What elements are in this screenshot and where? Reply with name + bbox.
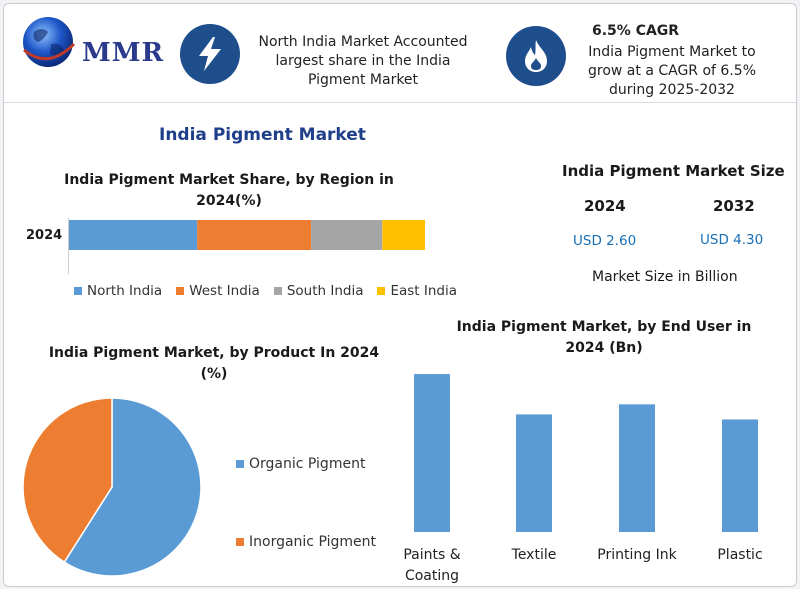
legend-item: North India xyxy=(74,283,162,299)
region-stacked-bar xyxy=(69,220,425,250)
product-pie-chart xyxy=(22,397,202,577)
legend-label: South India xyxy=(286,283,364,299)
enduser-x-tick: Plastic xyxy=(717,547,763,563)
insight-icon-circle xyxy=(180,24,240,84)
region-bar-segment-west-india xyxy=(197,220,312,250)
enduser-bar-2 xyxy=(619,404,655,532)
legend-label: Organic Pigment xyxy=(249,456,366,472)
enduser-x-tick: Textile xyxy=(511,547,557,563)
pie-slice-inorganic-pigment xyxy=(22,397,113,564)
legend-label: West India xyxy=(189,283,260,299)
legend-swatch xyxy=(377,287,386,295)
insight2-text: India Pigment Market to grow at a CAGR o… xyxy=(588,44,756,98)
insight2-title: 6.5% CAGR xyxy=(592,23,680,39)
region-axis-line xyxy=(68,218,69,274)
enduser-chart-title: India Pigment Market, by End User in 202… xyxy=(456,319,752,356)
enduser-x-ticks: Paints & Coating Textile Printing Ink Plast… xyxy=(384,545,792,585)
region-legend: North India West India South India East Ind… xyxy=(74,283,457,299)
market-size-year-2032: 2032 xyxy=(713,197,755,215)
market-size-year-2024: 2024 xyxy=(584,197,626,215)
product-legend: Organic Pigment Inorganic Pigment xyxy=(236,456,376,550)
region-bar-segment-east-india xyxy=(382,220,425,250)
region-bar-segment-north-india xyxy=(69,220,198,250)
enduser-bar-1 xyxy=(516,414,552,532)
market-size-title: India Pigment Market Size xyxy=(562,162,785,180)
mmr-logo xyxy=(18,14,168,74)
enduser-x-tick: Printing Ink xyxy=(597,547,677,563)
pie-slice-organic-pigment xyxy=(63,397,202,577)
header-divider xyxy=(4,102,796,103)
legend-label: East India xyxy=(390,283,458,299)
legend-label: Inorganic Pigment xyxy=(249,534,376,550)
main-title: India Pigment Market xyxy=(159,125,366,145)
logo-text: MMR xyxy=(82,38,165,68)
product-chart-title: India Pigment Market, by Product In 2024… xyxy=(48,345,380,382)
legend-swatch xyxy=(236,538,244,546)
legend-swatch xyxy=(176,287,185,295)
legend-swatch xyxy=(273,287,282,295)
flame-icon xyxy=(525,40,547,72)
legend-item: Inorganic Pigment xyxy=(236,534,376,550)
region-y-tick: 2024 xyxy=(26,228,63,243)
market-size-value-2032: USD 4.30 xyxy=(700,232,764,248)
enduser-bar-chart xyxy=(414,374,758,532)
enduser-bar-0 xyxy=(414,374,450,532)
legend-swatch xyxy=(74,287,82,295)
legend-item: East India xyxy=(377,283,457,299)
legend-label: North India xyxy=(87,283,163,299)
legend-item: West India xyxy=(176,283,260,299)
legend-item: Organic Pigment xyxy=(236,456,376,472)
enduser-x-tick: Paints & Coating xyxy=(403,547,461,584)
lightning-icon xyxy=(199,37,221,71)
infographic-frame: MMR North India Market Accounted largest… xyxy=(3,3,797,587)
enduser-bar-3 xyxy=(722,419,758,532)
legend-item: South India xyxy=(273,283,364,299)
legend-swatch xyxy=(236,460,244,468)
globe-icon xyxy=(23,17,76,67)
insight-icon-circle xyxy=(506,26,566,86)
region-bar-segment-south-india xyxy=(311,220,383,250)
market-size-value-2024: USD 2.60 xyxy=(573,233,637,249)
region-chart-title: India Pigment Market Share, by Region in… xyxy=(64,172,394,209)
market-size-note: Market Size in Billion xyxy=(592,269,738,285)
insight1-text: North India Market Accounted largest sha… xyxy=(258,34,468,88)
